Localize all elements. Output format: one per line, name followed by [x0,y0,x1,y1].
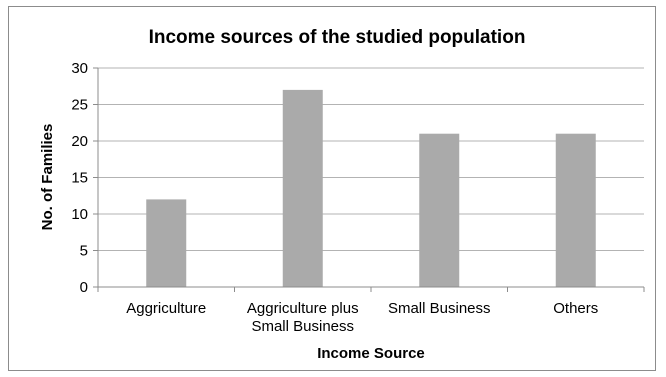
bar [555,133,596,287]
x-tick-label: Aggriculture [126,300,206,317]
y-tick-label: 30 [71,60,88,77]
y-tick-label: 15 [71,170,88,187]
x-tick-label: Others [553,300,598,317]
y-tick-labels: 0 5 10 15 20 25 30 [71,60,88,296]
gridlines [98,67,644,251]
y-tick-label: 20 [71,133,88,150]
chart-title: Income sources of the studied population [149,27,526,48]
y-tick-label: 10 [71,206,88,223]
y-tick-label: 5 [80,243,88,260]
bar [146,199,187,287]
bars [146,89,596,288]
axes [93,67,645,292]
x-axis-title: Income Source [317,345,425,362]
x-tick-label: Small Business [388,300,491,317]
bar [419,133,460,287]
y-axis-title: No. of Families [39,124,56,231]
bar [282,89,323,288]
y-tick-label: 0 [80,279,88,296]
x-tick-label: Aggriculture plus [247,300,359,317]
x-tick-label: Small Business [251,318,354,335]
chart-frame [8,6,656,371]
y-tick-label: 25 [71,97,88,114]
